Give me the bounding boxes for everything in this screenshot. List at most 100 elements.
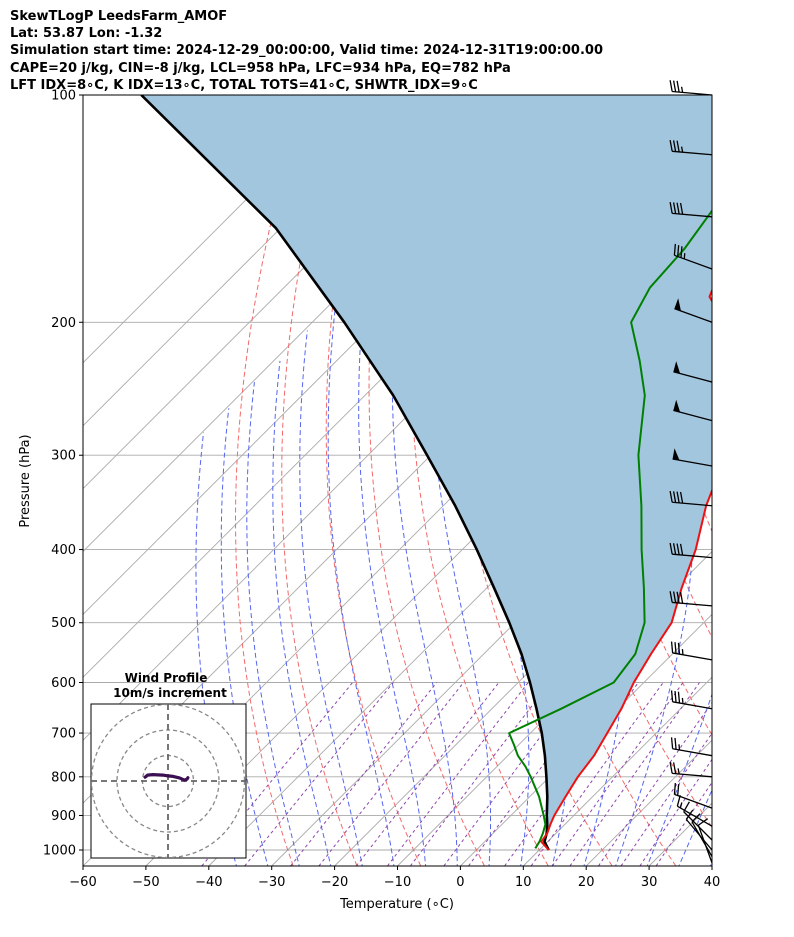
moist-adiabat [299,330,363,866]
wind-barb [669,591,713,607]
wind-barb [676,795,713,827]
barb-full [679,543,684,556]
barb-pennant [673,361,681,374]
barb-full [677,245,680,257]
barb-full [669,202,673,214]
wind-barb [697,818,713,864]
barb-full [672,140,677,152]
barb-half [680,146,684,153]
x-tick-label: −60 [69,875,96,890]
cape-area [141,95,712,828]
cape-line: CAPE=20 j/kg, CIN=-8 j/kg, LCL=958 hPa, … [10,60,511,76]
barb-full [672,762,677,774]
y-tick-label: 200 [51,316,76,331]
cape-fill [141,95,712,828]
barb-full [679,491,684,504]
mixing-ratio-line [569,682,700,866]
barb-half [677,768,680,775]
x-tick-label: −50 [132,875,159,890]
wind-barb [672,448,713,467]
barb-pennant [674,298,681,311]
isotherm [334,487,712,866]
y-tick-label: 600 [51,676,76,691]
barb-shaft [672,90,713,96]
wind-barb [669,762,713,778]
wind-barb [674,298,713,323]
x-tick-label: −30 [258,875,285,890]
barb-shaft [691,821,713,857]
barb-half [678,744,681,751]
mixing-ratio-line [551,682,684,866]
barb-shaft [673,371,713,383]
wind-barb [670,641,713,661]
mixing-ratio-line [530,682,664,866]
barb-full [670,690,674,702]
isotherm [711,865,712,866]
mixing-ratio-line [655,781,712,866]
barb-pennant [673,399,681,413]
barb-full [677,691,681,704]
dry-adiabat [368,95,485,866]
isotherm [397,550,712,866]
y-tick-label: 1000 [43,844,76,859]
barb-full [691,813,701,823]
moist-adiabat [246,382,300,866]
mixing-ratio-line [597,701,712,866]
barb-shaft [672,701,713,710]
barb-shaft [677,805,713,827]
barb-full [676,202,680,215]
wind-barb [673,782,713,809]
time-line: Simulation start time: 2024-12-29_00:00:… [10,43,603,59]
x-axis-label: Temperature (∘C) [339,897,454,912]
barb-full [674,642,677,654]
y-tick-label: 400 [51,543,76,558]
barb-full [677,642,681,655]
inset-title: Wind Profile [125,671,208,685]
wind-barb [669,490,713,507]
barb-full [669,139,673,152]
moist-adiabat [358,268,427,866]
isotherm [522,676,712,866]
wind-barb [669,542,713,559]
barb-full [672,591,677,603]
parcel-profile [140,95,550,851]
wind-barb [670,737,713,757]
wind-barb [673,399,713,422]
barb-full [683,801,690,813]
barb-full [669,762,673,774]
barb-pennant [672,448,680,461]
x-tick-label: 40 [704,875,721,890]
wind-barb [669,139,713,156]
barb-full [672,80,677,92]
y-axis-label: Pressure (hPa) [18,434,33,527]
barb-half [681,649,684,655]
dry-adiabat [762,95,794,866]
barb-shaft [673,409,713,422]
barb-full [676,795,681,807]
barb-full [679,591,684,604]
barb-full [673,243,677,256]
wind-barb [669,202,713,218]
moist-adiabat [740,95,794,869]
barb-full [669,591,673,603]
profiles [140,95,712,851]
wind-barb [673,361,713,383]
moist-adiabat [709,861,712,866]
moist-adiabat [646,692,712,866]
barb-full [679,202,684,215]
barb-full [669,80,673,92]
barb-full [676,591,680,604]
wind-barb [670,690,713,710]
barb-full [676,80,680,93]
mixing-ratio-line [290,682,438,866]
mixing-ratio-line [244,682,394,866]
barb-half [681,697,684,704]
barb-full [672,202,677,214]
wind-barb [673,243,713,270]
barb-full [680,246,683,258]
x-tick-label: 20 [578,875,595,890]
hodograph-trace [143,772,190,782]
barb-full [697,818,709,826]
y-tick-label: 100 [51,89,76,104]
wind-barb [669,80,713,96]
